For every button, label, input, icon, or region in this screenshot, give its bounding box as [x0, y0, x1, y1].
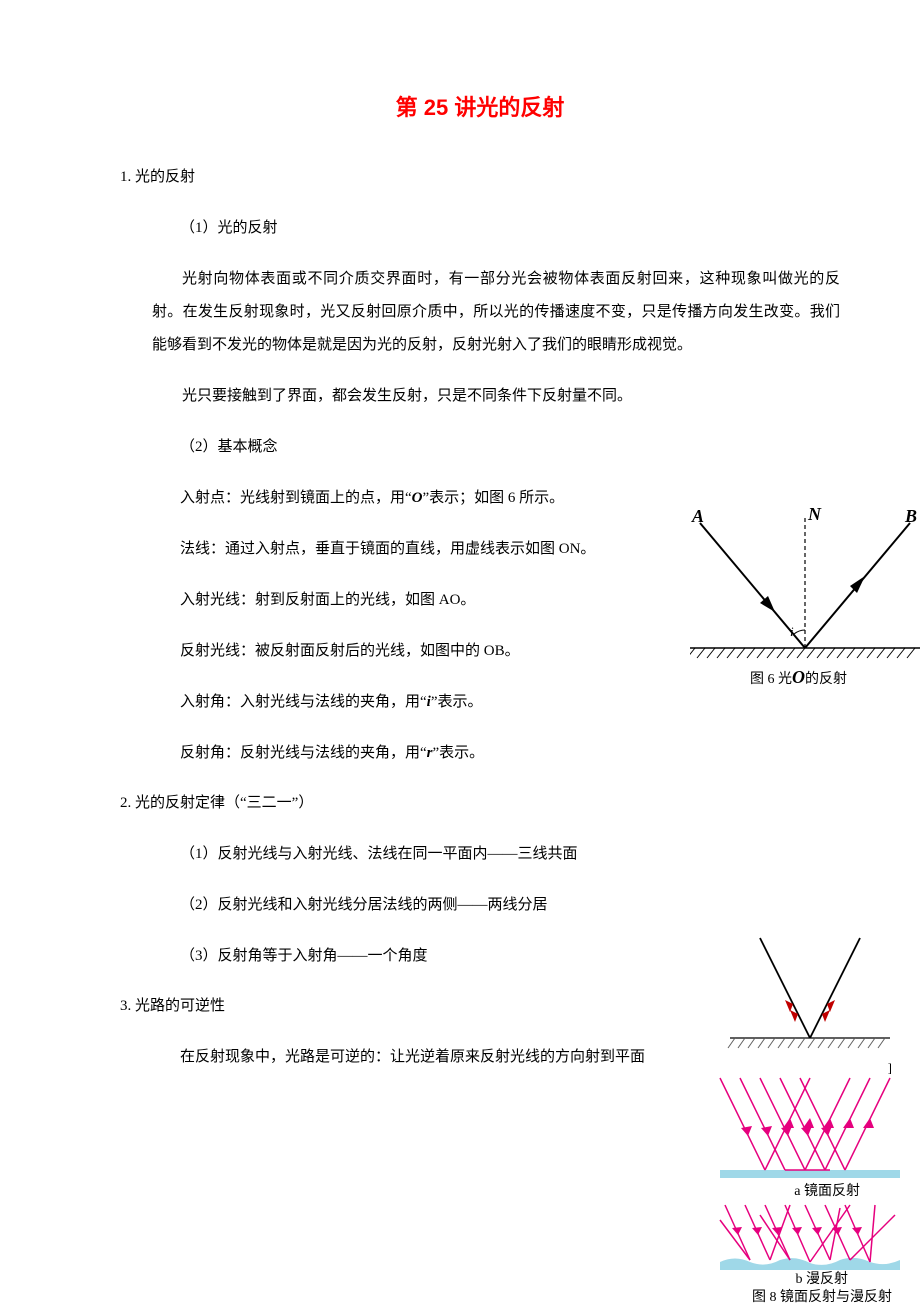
- fig6-label-O: O: [792, 667, 805, 687]
- label-B: B: [904, 508, 917, 526]
- label-A: A: [691, 508, 704, 526]
- fig6-cap-post: 的反射: [805, 672, 847, 687]
- s1-p1: （1）光的反射: [180, 212, 840, 245]
- s1-p3: 光只要接触到了界面，都会发生反射，只是不同条件下反射量不同。: [152, 380, 840, 413]
- symbol-O: O: [412, 490, 423, 506]
- s1-p10: 反射角：反射光线与法线的夹角，用“r”表示。: [180, 737, 740, 770]
- figure-6-caption: 图 6 光O的反射: [750, 667, 847, 688]
- s1-p2: 光射向物体表面或不同介质交界面时，有一部分光会被物体表面反射回来，这种现象叫做光…: [152, 263, 840, 362]
- fig6-cap-pre: 图 6 光: [750, 672, 792, 687]
- s1-p5b: ”表示；如图 6 所示。: [423, 490, 565, 506]
- figure-8a: [710, 1068, 910, 1188]
- s1-p10a: 反射角：反射光线与法线的夹角，用“: [180, 745, 427, 761]
- figure-7: [720, 928, 900, 1058]
- figure-8a-caption: a 镜面反射: [794, 1180, 860, 1200]
- label-N: N: [807, 508, 822, 524]
- s3-p1: 在反射现象中，光路是可逆的：让光逆着原来反射光线的方向射到平面: [180, 1041, 680, 1074]
- s1-p8: 反射光线：被反射面反射后的光线，如图中的 OB。: [180, 635, 740, 668]
- s1-p4: （2）基本概念: [180, 431, 740, 464]
- s2-p1: （1）反射光线与入射光线、法线在同一平面内——三线共面: [180, 838, 680, 871]
- page-title: 第 25 讲光的反射: [120, 90, 840, 122]
- s1-p10b: ”表示。: [433, 745, 485, 761]
- figure-6: A N B i 图 6 光O的反射: [690, 508, 920, 688]
- s1-p7: 入射光线：射到反射面上的光线，如图 AO。: [180, 584, 740, 617]
- s2-p3: （3）反射角等于入射角——一个角度: [180, 940, 680, 973]
- label-i: i: [790, 624, 794, 639]
- s1-p9: 入射角：入射光线与法线的夹角，用“i”表示。: [180, 686, 740, 719]
- s1-p5a: 入射点：光线射到镜面上的点，用“: [180, 490, 412, 506]
- section2-heading: 2. 光的反射定律（“三二一”）: [120, 788, 840, 818]
- s2-p2: （2）反射光线和入射光线分居法线的两侧——两线分居: [180, 889, 680, 922]
- s1-p6: 法线：通过入射点，垂直于镜面的直线，用虚线表示如图 ON。: [180, 533, 740, 566]
- figure-8b-caption: b 漫反射: [796, 1268, 849, 1288]
- s1-p9a: 入射角：入射光线与法线的夹角，用“: [180, 694, 427, 710]
- s1-p9b: ”表示。: [431, 694, 483, 710]
- s1-p5: 入射点：光线射到镜面上的点，用“O”表示；如图 6 所示。: [180, 482, 740, 515]
- section1-heading: 1. 光的反射: [120, 162, 840, 192]
- figure-8b: [710, 1200, 910, 1275]
- figure-8-caption: 图 8 镜面反射与漫反射: [752, 1286, 892, 1306]
